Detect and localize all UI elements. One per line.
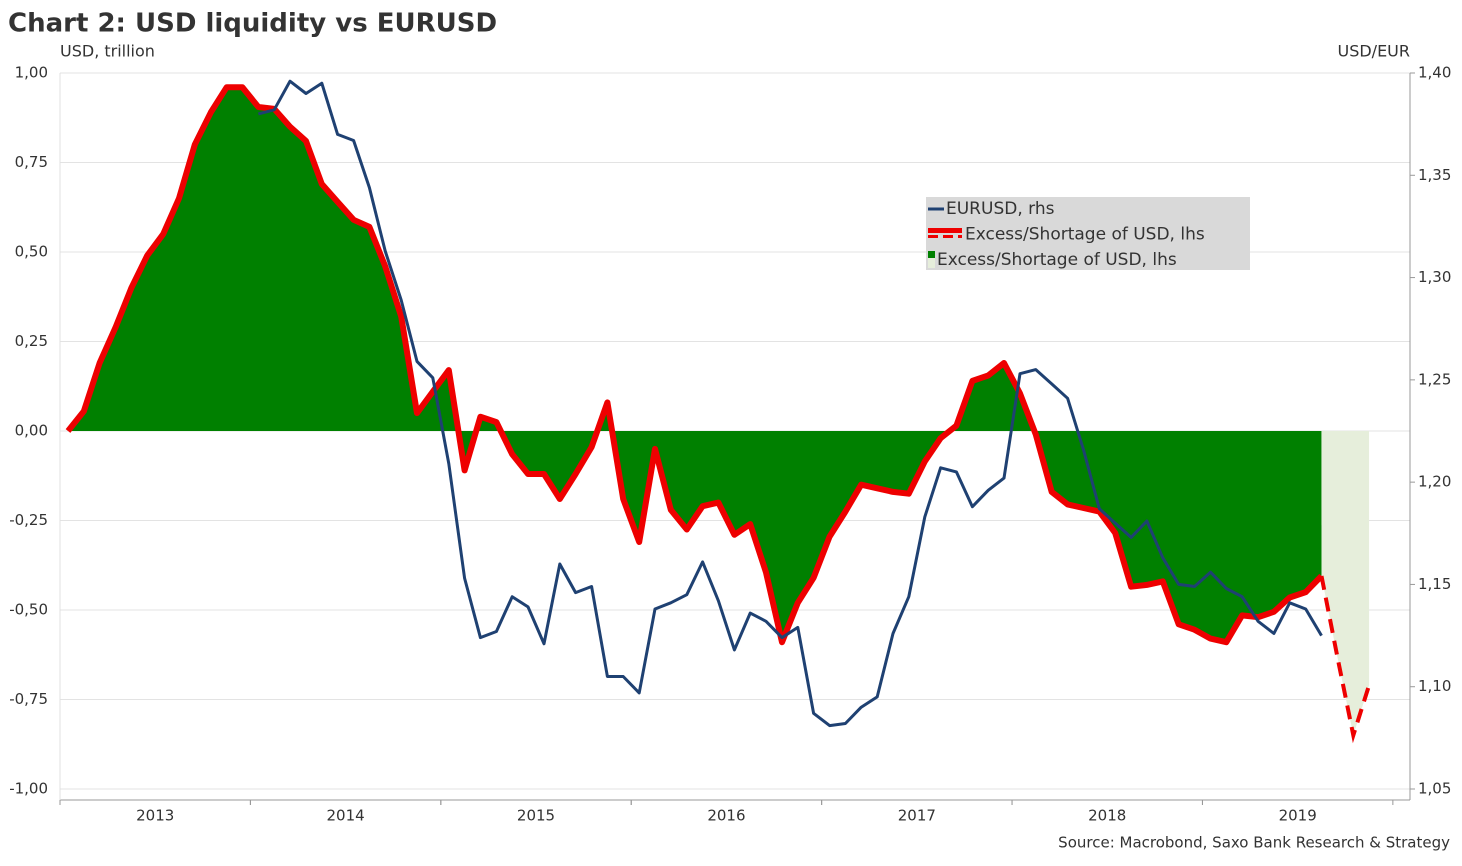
line — [258, 79, 1323, 728]
x-tick-label: 2018 — [1088, 807, 1126, 825]
area — [1321, 431, 1370, 736]
y2-tick-label: 1,35 — [1418, 166, 1451, 184]
y-tick-label: -1,00 — [9, 780, 48, 798]
area — [67, 87, 1322, 643]
legend-label: EURUSD, rhs — [946, 199, 1055, 219]
y-tick-label: -0,25 — [9, 511, 48, 529]
y2-tick-label: 1,30 — [1418, 268, 1451, 286]
legend-box — [926, 197, 1250, 270]
x-tick-label: 2019 — [1279, 807, 1317, 825]
y2-tick-label: 1,15 — [1418, 575, 1451, 593]
chart-title: Chart 2: USD liquidity vs EURUSD — [8, 9, 497, 39]
plot-area — [65, 79, 1372, 744]
y-tick-label: -0,75 — [9, 690, 48, 708]
y-tick-label: 0,25 — [15, 332, 48, 350]
x-tick-label: 2014 — [327, 807, 365, 825]
x-tick-label: 2017 — [898, 807, 936, 825]
legend-label: Excess/Shortage of USD, lhs — [965, 225, 1205, 245]
legend: EURUSD, rhs Excess/Shortage of USD, lhs Ex… — [926, 197, 1250, 270]
source-note: Source: Macrobond, Saxo Bank Research & … — [1058, 834, 1450, 852]
y-tick-label: 0,00 — [15, 422, 48, 440]
line-forecast — [1319, 575, 1372, 744]
x-tick-label: 2013 — [136, 807, 174, 825]
y-tick-label: 1,00 — [15, 64, 48, 82]
y2-tick-label: 1,05 — [1418, 780, 1451, 798]
y-tick-label: 0,75 — [15, 153, 48, 171]
legend-swatch — [928, 258, 935, 268]
y-tick-label: -0,50 — [9, 601, 48, 619]
y-axis-label: USD, trillion — [60, 42, 155, 61]
x-tick-label: 2016 — [707, 807, 745, 825]
line — [65, 84, 1324, 646]
legend-label: Excess/Shortage of USD, lhs — [937, 250, 1177, 270]
y2-axis-label: USD/EUR — [1337, 42, 1410, 61]
y2-tick-label: 1,40 — [1418, 64, 1451, 82]
y2-tick-label: 1,10 — [1418, 677, 1451, 695]
x-tick-label: 2015 — [517, 807, 555, 825]
y2-tick-label: 1,25 — [1418, 370, 1451, 388]
legend-swatch — [928, 251, 935, 258]
y2-tick-label: 1,20 — [1418, 473, 1451, 491]
y-tick-label: 0,50 — [15, 243, 48, 261]
